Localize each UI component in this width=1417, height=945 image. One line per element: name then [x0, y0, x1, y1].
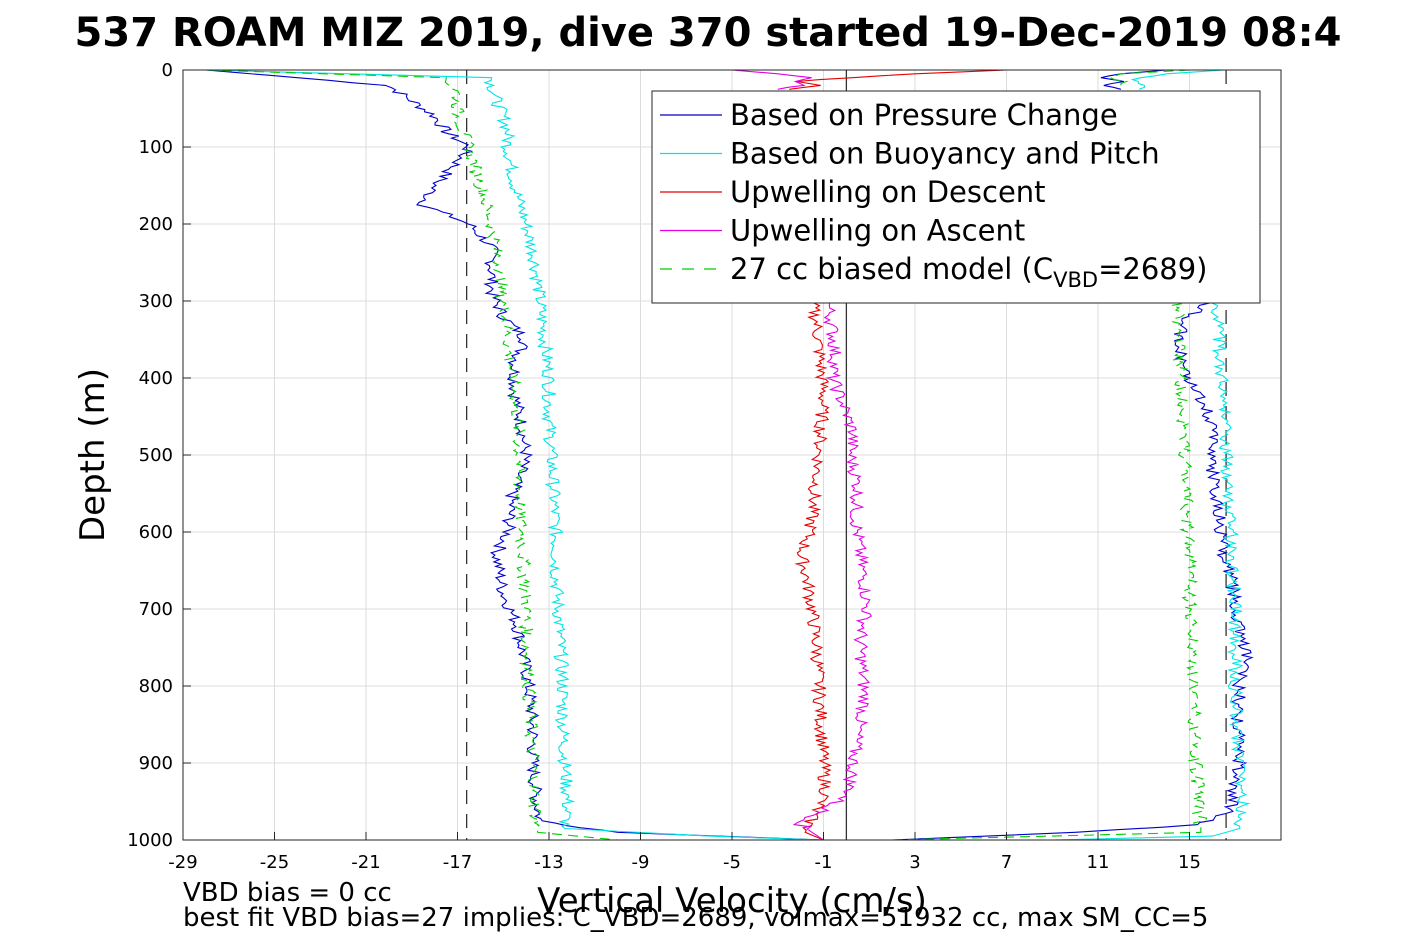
- x-tick-label: 3: [909, 852, 920, 873]
- legend-label-subscript: VBD: [1053, 268, 1098, 292]
- series-line: [1052, 300, 1251, 841]
- series-line: [1109, 69, 1190, 86]
- legend-label-suffix: =2689): [1098, 252, 1207, 286]
- series-line: [205, 69, 824, 841]
- x-axis-label: Vertical Velocity (cm/s): [537, 881, 927, 921]
- y-axis-label: Depth (m): [73, 368, 113, 542]
- x-tick-label: -29: [168, 852, 197, 873]
- series-line: [794, 300, 832, 841]
- legend-label: Based on Buoyancy and Pitch: [730, 137, 1160, 171]
- legend-box: [651, 90, 1261, 304]
- y-tick-label: 800: [139, 676, 173, 697]
- x-tick-label: -1: [815, 852, 833, 873]
- legend-label: Upwelling on Descent: [730, 175, 1046, 209]
- series-line: [1130, 69, 1224, 90]
- footer-best-fit-note: best fit VBD bias=27 implies: C_VBD=2689…: [183, 903, 1209, 933]
- x-tick-label: -21: [351, 852, 380, 873]
- series-line: [792, 300, 873, 841]
- legend-label: 27 cc biased model (CVBD=2689): [730, 252, 1208, 292]
- series-line: [205, 69, 618, 841]
- y-tick-label: 700: [139, 599, 173, 620]
- x-tick-label: -5: [723, 852, 741, 873]
- x-tick-label: -17: [443, 852, 472, 873]
- axis-ticks: -29 -25 -21 -17 -13 -9 -5 -1 3 7 11 150100200300400…: [127, 60, 1201, 873]
- y-tick-label: 600: [139, 522, 173, 543]
- y-tick-label: 100: [139, 137, 173, 158]
- series-line: [892, 300, 1208, 841]
- chart-title: 537 ROAM MIZ 2019, dive 370 started 19-D…: [75, 10, 1342, 56]
- y-tick-label: 400: [139, 368, 173, 389]
- y-tick-label: 0: [162, 60, 173, 81]
- series-line: [892, 300, 1254, 841]
- series-line: [205, 69, 824, 841]
- x-tick-label: -25: [260, 852, 289, 873]
- x-tick-label: 11: [1087, 852, 1110, 873]
- legend: Based on Pressure Change Based on Buoyanc…: [651, 90, 1261, 304]
- y-tick-label: 500: [139, 445, 173, 466]
- y-tick-label: 200: [139, 214, 173, 235]
- footer-bias-note: VBD bias = 0 cc: [183, 878, 392, 908]
- series-line: [1100, 69, 1167, 90]
- y-tick-label: 900: [139, 753, 173, 774]
- legend-label: Upwelling on Ascent: [730, 214, 1025, 248]
- x-tick-label: 7: [1001, 852, 1012, 873]
- series-line: [789, 69, 1007, 90]
- x-tick-label: -13: [534, 852, 563, 873]
- series-line: [731, 69, 812, 90]
- y-tick-label: 300: [139, 291, 173, 312]
- legend-label: Based on Pressure Change: [730, 98, 1118, 132]
- legend-label-prefix: 27 cc biased model (C: [730, 252, 1053, 286]
- series-lines: [205, 69, 1254, 841]
- x-tick-label: -9: [632, 852, 650, 873]
- x-tick-label: 15: [1178, 852, 1201, 873]
- y-tick-label: 1000: [127, 830, 173, 851]
